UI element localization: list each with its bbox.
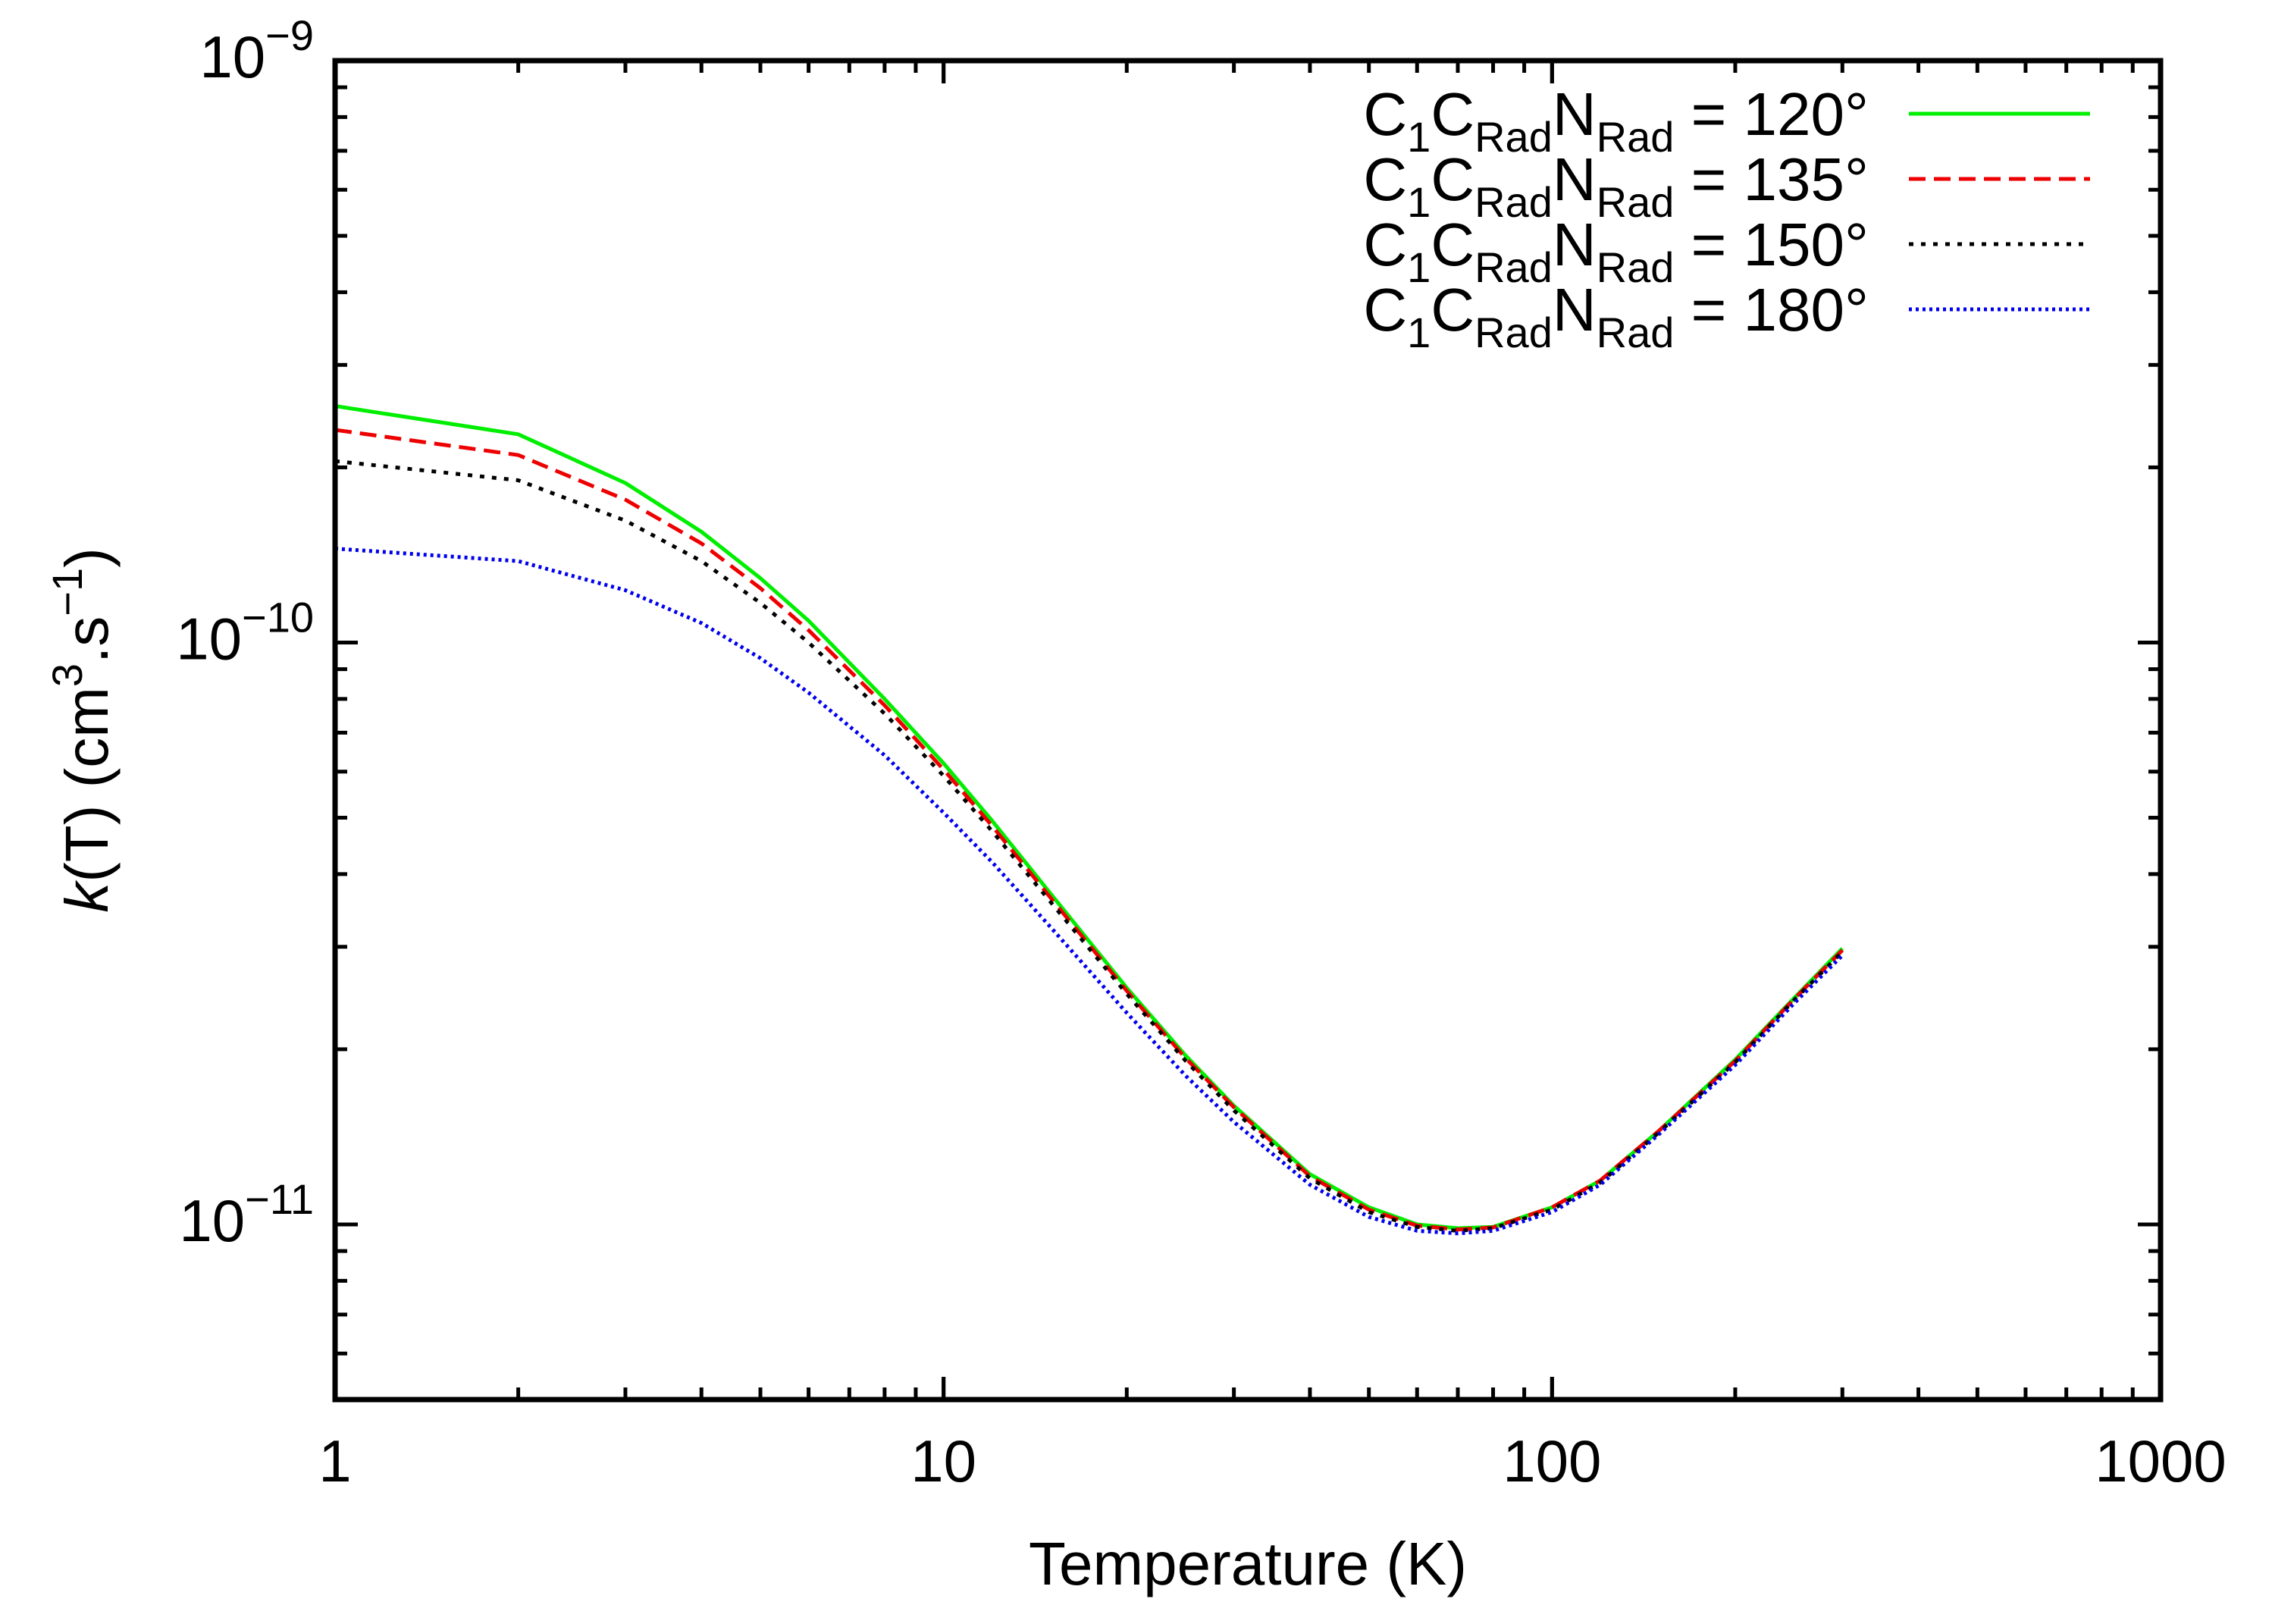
legend-text-part: C bbox=[1431, 146, 1474, 213]
legend-text-part: Rad bbox=[1474, 178, 1553, 226]
plot-frame bbox=[332, 58, 2164, 1403]
y-tick-label-exp: −11 bbox=[245, 1175, 314, 1223]
legend-text-part: N bbox=[1553, 80, 1597, 148]
x-tick-label: 10 bbox=[910, 1428, 976, 1494]
legend-text-part: C bbox=[1363, 80, 1407, 148]
legend-text-part: 1 bbox=[1407, 243, 1431, 291]
legend-text-part: C bbox=[1431, 80, 1474, 148]
legend-text-part: C bbox=[1431, 276, 1474, 343]
x-axis-title: Temperature (K) bbox=[1029, 1530, 1467, 1597]
legend-text-part: 1 bbox=[1407, 178, 1431, 226]
legend-label-2: C1CRadNRad = 135° bbox=[1363, 146, 1869, 226]
legend-text-part: 1 bbox=[1407, 113, 1431, 161]
y-axis-title-part1: (T) (cm bbox=[53, 687, 121, 883]
legend-text-part: C bbox=[1363, 146, 1407, 213]
axis-ticks bbox=[333, 58, 2163, 1402]
legend-text-part: Rad bbox=[1474, 243, 1553, 291]
y-tick-label-base: 10 bbox=[179, 1187, 245, 1254]
legend: C1CRadNRad = 120°C1CRadNRad = 135°C1CRad… bbox=[1363, 80, 2090, 356]
series-line-4 bbox=[334, 547, 1844, 1236]
series-line-2 bbox=[334, 428, 1844, 1232]
legend-text-part: 1 bbox=[1407, 309, 1431, 356]
x-tick-label: 1 bbox=[318, 1428, 351, 1494]
legend-text-part: N bbox=[1553, 276, 1597, 343]
y-tick-label: 10−11 bbox=[179, 1175, 314, 1254]
legend-text-part: Rad bbox=[1474, 309, 1553, 356]
legend-label-1: C1CRadNRad = 120° bbox=[1363, 80, 1869, 161]
x-tick-label: 100 bbox=[1503, 1428, 1601, 1494]
x-tick-labels: 1 10 100 1000 bbox=[318, 1428, 2226, 1494]
legend-text-part: Rad bbox=[1597, 309, 1675, 356]
y-tick-label-exp: −9 bbox=[265, 11, 314, 59]
legend-text-part: N bbox=[1553, 146, 1597, 213]
y-axis-title-exp1: 3 bbox=[43, 663, 91, 687]
legend-text-part: C bbox=[1431, 211, 1474, 278]
legend-text-part: = 180° bbox=[1674, 276, 1869, 343]
legend-text-part: Rad bbox=[1597, 243, 1675, 291]
legend-text-part: N bbox=[1553, 211, 1597, 278]
y-axis-title: k(T) (cm3.s−1) bbox=[43, 547, 121, 913]
y-axis-title-exp2: −1 bbox=[43, 568, 91, 616]
series-line-1 bbox=[334, 404, 1844, 1231]
x-tick-label: 1000 bbox=[2095, 1428, 2227, 1494]
series-line-3 bbox=[334, 459, 1844, 1233]
legend-text-part: C bbox=[1363, 211, 1407, 278]
y-tick-label: 10−9 bbox=[199, 11, 314, 90]
y-axis-title-part3: ) bbox=[53, 547, 121, 568]
legend-text-part: = 135° bbox=[1674, 146, 1869, 213]
legend-label-3: C1CRadNRad = 150° bbox=[1363, 211, 1869, 291]
series-lines bbox=[334, 404, 1844, 1236]
y-tick-label-base: 10 bbox=[176, 605, 242, 672]
legend-text-part: C bbox=[1363, 276, 1407, 343]
legend-text-part: = 150° bbox=[1674, 211, 1869, 278]
legend-label-4: C1CRadNRad = 180° bbox=[1363, 276, 1869, 356]
y-tick-label-base: 10 bbox=[199, 24, 265, 90]
y-axis-title-k: k bbox=[53, 879, 121, 913]
y-axis-title-part2: .s bbox=[53, 616, 121, 663]
legend-text-part: Rad bbox=[1597, 178, 1675, 226]
legend-text-part: Rad bbox=[1597, 113, 1675, 161]
legend-text-part: = 120° bbox=[1674, 80, 1869, 148]
legend-text-part: Rad bbox=[1474, 113, 1553, 161]
y-tick-label: 10−10 bbox=[176, 593, 314, 672]
y-tick-label-exp: −10 bbox=[242, 593, 314, 641]
